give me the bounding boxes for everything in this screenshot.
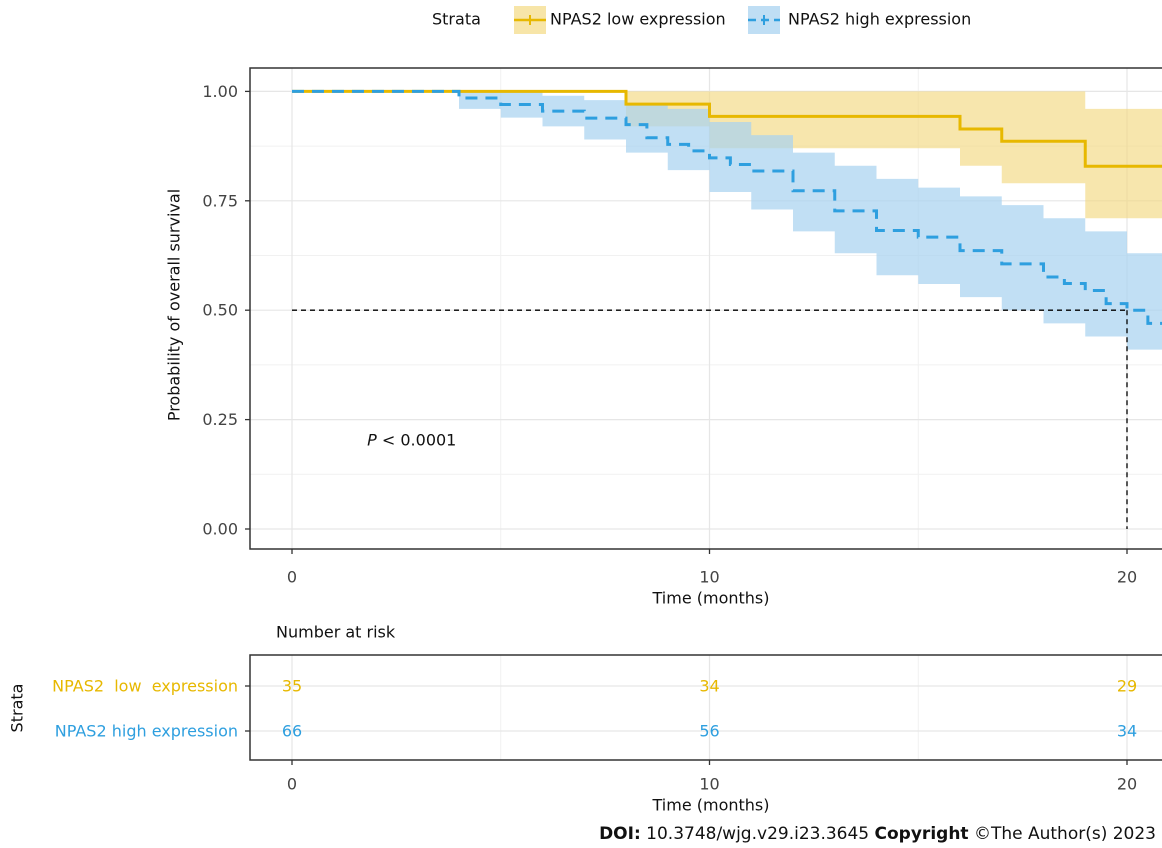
survival-curve-0	[292, 89, 1162, 168]
copyright-value: ©The Author(s) 2023	[968, 824, 1156, 844]
y-axis-title: Probability of overall survival	[165, 189, 184, 421]
y-tick-label-4: 1.00	[202, 82, 238, 101]
y-tick-label-3: 0.75	[202, 191, 238, 210]
survival-curve-1	[292, 89, 1162, 325]
p-value-text: < 0.0001	[377, 430, 457, 449]
risk-x-tick-label-1: 10	[699, 775, 719, 794]
x-tick-label-2: 20	[1117, 568, 1137, 587]
legend-label-0: NPAS2 low expression	[550, 10, 726, 29]
risk-value-1-0: 66	[282, 722, 302, 741]
risk-value-1-2: 34	[1117, 722, 1137, 741]
plot-panel-border	[249, 67, 1162, 550]
p-value-symbol: P	[367, 430, 377, 449]
ci-band-1	[292, 91, 1162, 350]
x-tick-label-0: 0	[287, 568, 297, 587]
p-value-annotation: P < 0.0001	[367, 430, 456, 449]
ci-band-0	[292, 91, 1162, 219]
risk-y-axis-title: Strata	[8, 684, 27, 733]
risk-value-0-2: 29	[1117, 677, 1137, 696]
risk-value-1-1: 56	[699, 722, 719, 741]
risk-table-border	[249, 654, 1162, 761]
copyright-label: Copyright	[874, 824, 969, 844]
risk-table-title: Number at risk	[276, 623, 396, 642]
risk-x-axis-title: Time (months)	[652, 796, 770, 815]
doi-label: DOI:	[599, 824, 641, 844]
y-tick-label-0: 0.00	[202, 520, 238, 539]
risk-value-0-0: 35	[282, 677, 302, 696]
y-tick-label-1: 0.25	[202, 410, 238, 429]
x-tick-label-1: 10	[699, 568, 719, 587]
risk-row-label-1: NPAS2 high expression	[55, 722, 238, 741]
legend-label-1: NPAS2 high expression	[788, 10, 971, 29]
y-tick-label-2: 0.50	[202, 301, 238, 320]
risk-x-tick-label-0: 0	[287, 775, 297, 794]
doi-value: 10.3748/wjg.v29.i23.3645	[640, 824, 875, 844]
legend-title: Strata	[432, 10, 481, 29]
risk-row-label-0: NPAS2 low expression	[52, 677, 238, 696]
risk-x-tick-label-2: 20	[1117, 775, 1137, 794]
x-axis-title: Time (months)	[652, 589, 770, 608]
risk-value-0-1: 34	[699, 677, 719, 696]
doi-footer: DOI: 10.3748/wjg.v29.i23.3645 Copyright …	[599, 824, 1156, 844]
